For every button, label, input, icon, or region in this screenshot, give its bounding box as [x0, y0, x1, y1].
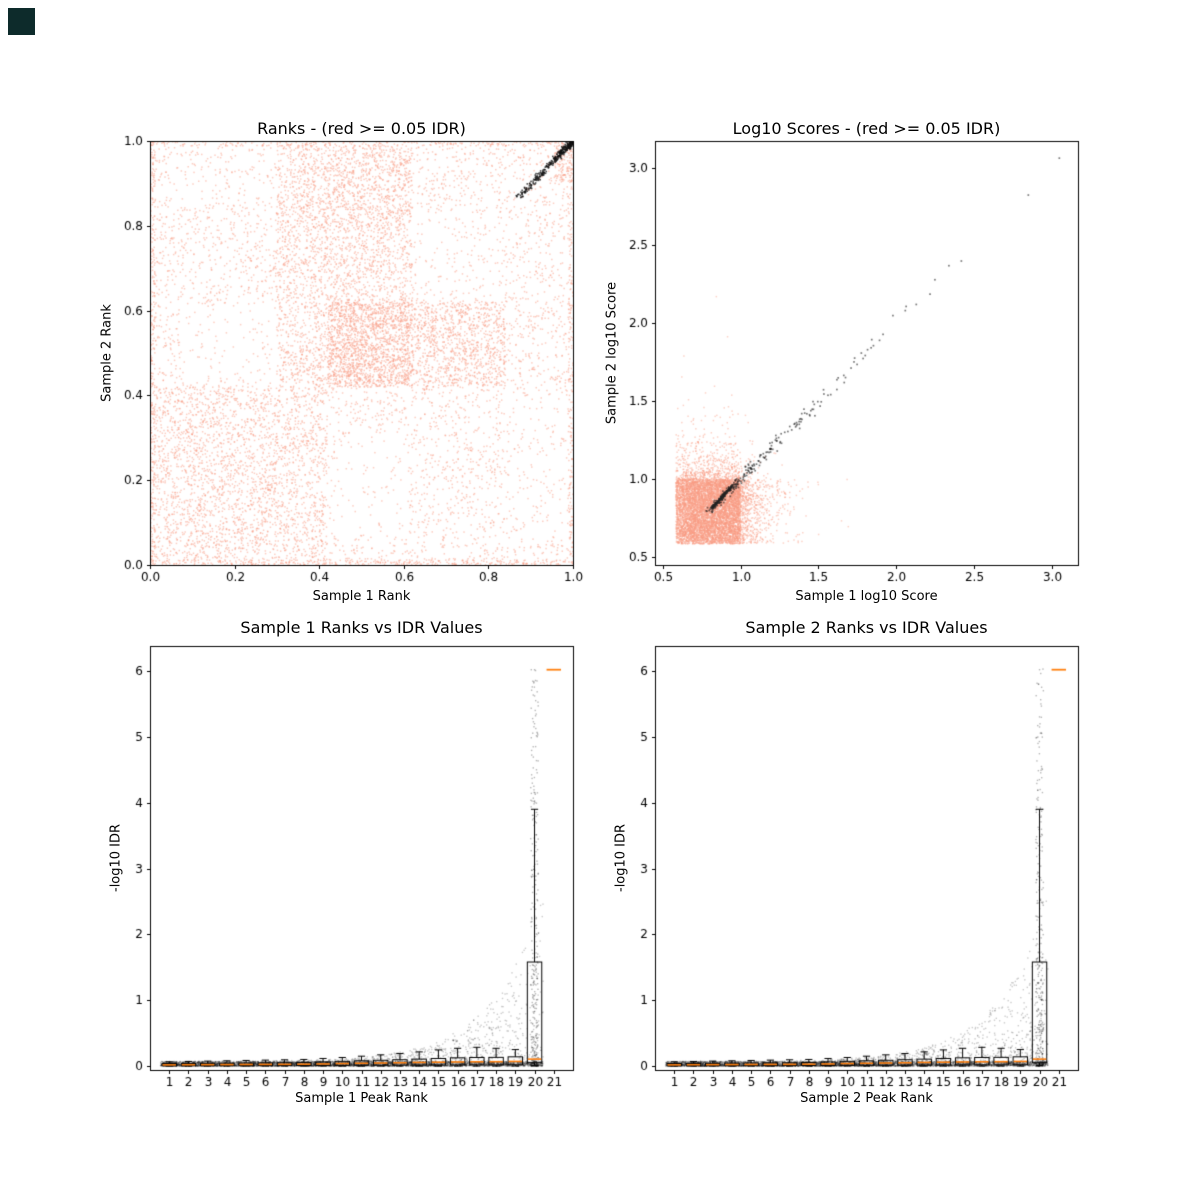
sample2-idr-chart-title: Sample 2 Ranks vs IDR Values	[745, 618, 988, 637]
ranks-xlabel: Sample 1 Rank	[312, 589, 411, 604]
sample1-idr-chart-title: Sample 1 Ranks vs IDR Values	[240, 618, 483, 637]
sample2-idr-xlabel: Sample 2 Peak Rank	[800, 1091, 933, 1106]
sample2-idr-plot-canvas	[605, 638, 1110, 1113]
scores-xlabel: Sample 1 log10 Score	[795, 589, 938, 604]
sample1-idr-plot-canvas	[100, 638, 605, 1113]
sample1-idr-xlabel: Sample 1 Peak Rank	[295, 1091, 428, 1106]
window-corner-mark	[8, 8, 35, 35]
sample1-idr-ylabel: -log10 IDR	[108, 823, 124, 893]
scores-plot-canvas	[605, 133, 1110, 608]
ranks-plot-canvas	[100, 133, 605, 608]
sample2-idr-ylabel: -log10 IDR	[613, 823, 629, 893]
ranks-ylabel: Sample 2 Rank	[99, 304, 115, 402]
scores-ylabel: Sample 2 log10 Score	[604, 281, 620, 425]
